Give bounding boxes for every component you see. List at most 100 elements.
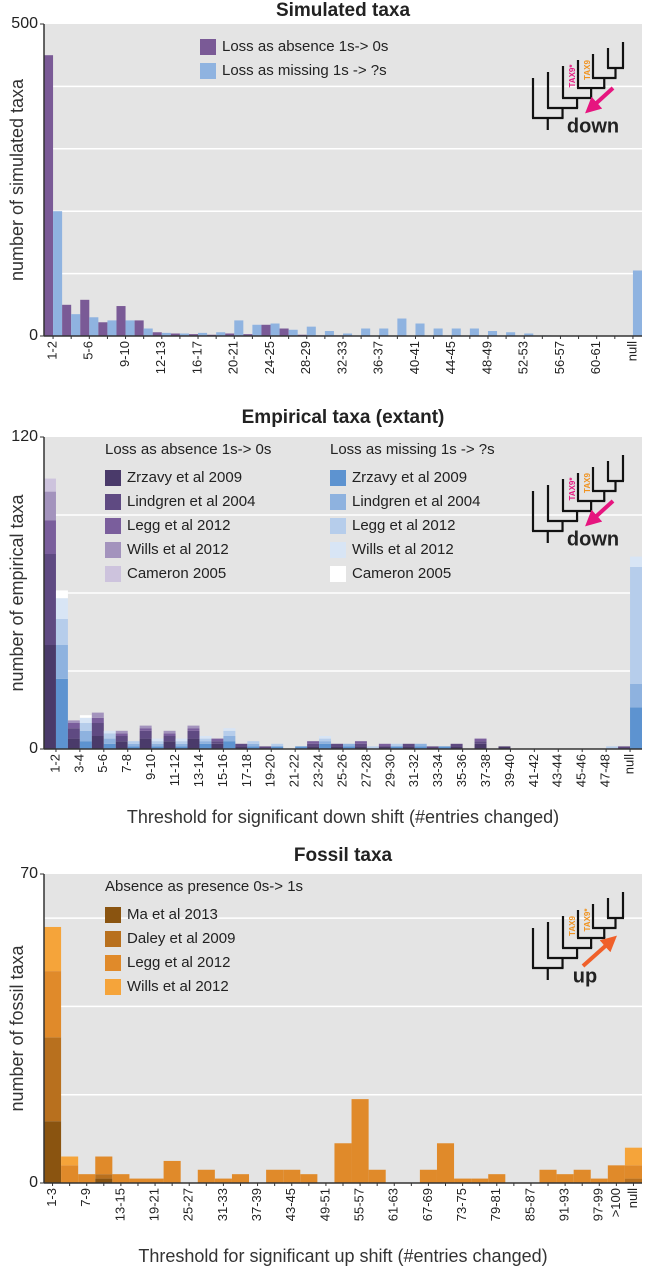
bar-segment (450, 746, 463, 749)
bar-segment (331, 746, 343, 749)
legend-swatch (105, 931, 121, 947)
bar-segment (211, 741, 224, 744)
bar-segment (163, 733, 176, 736)
bar-segment (307, 741, 320, 744)
x-tick-label: 41-42 (526, 754, 541, 787)
legend-label: Legg et al 2012 (127, 954, 230, 971)
x-tick-label: 36-37 (371, 341, 386, 374)
y-axis-label: number of empirical taxa (7, 493, 27, 691)
bar (234, 320, 244, 336)
bar (343, 333, 353, 336)
bar-segment (630, 556, 642, 567)
bar-segment (91, 736, 104, 749)
bar (161, 332, 171, 336)
legend-swatch (330, 494, 346, 510)
legend-swatch (105, 470, 121, 486)
bar-segment (235, 743, 248, 747)
bar-segment (187, 730, 200, 739)
bar-segment (163, 1160, 181, 1183)
bar-segment (624, 1147, 642, 1166)
bar-segment (539, 1169, 557, 1183)
x-tick-label: 49-51 (317, 1188, 332, 1221)
plot-background (44, 24, 642, 336)
bar (469, 328, 479, 336)
bar-segment (235, 746, 248, 749)
x-axis-label: Threshold for significant up shift (#ent… (138, 1246, 547, 1266)
bar-segment (91, 712, 104, 718)
bar-segment (79, 741, 92, 749)
bar-segment (231, 1174, 250, 1183)
bar (125, 320, 135, 336)
x-tick-label: 91-93 (557, 1188, 572, 1221)
bar-segment (55, 645, 68, 679)
taxon-label: TAX9 (583, 60, 592, 80)
bar (324, 331, 334, 336)
bar-segment (319, 741, 332, 744)
bar-segment (366, 746, 379, 749)
bar-segment (378, 743, 391, 747)
inset-tree: TAX9 TAX9* up (531, 892, 625, 987)
x-tick-label: 17-18 (239, 754, 254, 787)
x-tick-label: 35-36 (454, 754, 469, 787)
bar-segment (354, 741, 367, 744)
bar-segment (624, 1178, 642, 1183)
bar-segment (139, 725, 152, 729)
bar-segment (319, 738, 332, 742)
x-tick-label: 56-57 (552, 341, 567, 374)
bar-segment (271, 743, 284, 747)
x-tick-label: 48-49 (479, 341, 494, 374)
bar-segment (211, 743, 224, 749)
bar-segment (127, 741, 140, 744)
bar (252, 324, 262, 336)
bar-segment (223, 736, 236, 742)
bar-segment (175, 746, 188, 749)
taxon-label: TAX9 (583, 473, 592, 493)
bar-segment (44, 1037, 62, 1122)
bar (270, 323, 280, 336)
legend-title: Loss as absence 1s-> 0s (105, 441, 271, 458)
bar-segment (266, 1169, 284, 1183)
x-tick-label: 79-81 (488, 1188, 503, 1221)
bar-segment (271, 746, 284, 749)
bar-segment (247, 743, 260, 747)
bar-segment (79, 717, 92, 723)
x-tick-label: 47-48 (598, 754, 613, 787)
bar-segment (247, 746, 260, 749)
x-tick-label: 11-12 (167, 754, 182, 786)
bar-segment (223, 730, 236, 736)
bar (306, 326, 316, 336)
bar-segment (199, 743, 212, 749)
bar (53, 211, 63, 336)
bar (179, 333, 189, 336)
x-tick-label: 39-40 (502, 754, 517, 787)
legend-swatch (105, 494, 121, 510)
bar-segment (67, 720, 80, 723)
legend-swatch (200, 63, 216, 79)
bar-segment (343, 743, 355, 747)
inset-tree: TAX9* TAX9 down (531, 455, 625, 550)
bar-segment (95, 1174, 113, 1179)
bar-segment (556, 1174, 574, 1183)
x-tick-label: 19-20 (263, 754, 278, 787)
bar-segment (175, 741, 188, 744)
bar-segment (438, 746, 451, 749)
taxon-label: TAX9 (568, 916, 577, 936)
legend-swatch (105, 955, 121, 971)
bar-segment (259, 746, 272, 749)
x-tick-label: 29-30 (382, 754, 397, 787)
chart-title: Fossil taxa (294, 845, 393, 866)
legend-label: Lindgren et al 2004 (352, 493, 480, 510)
x-tick-label: 33-34 (430, 754, 445, 787)
bar-segment (331, 743, 343, 747)
taxon-label: TAX9* (568, 64, 577, 88)
legend-label: Loss as absence 1s-> 0s (222, 38, 388, 55)
legend-label: Cameron 2005 (352, 565, 451, 582)
x-tick-label: 24-25 (262, 341, 277, 374)
bar (152, 332, 162, 336)
x-tick-label: null (624, 341, 639, 361)
legend-swatch (330, 566, 346, 582)
legend-swatch (105, 979, 121, 995)
y-tick-label: 120 (11, 428, 38, 445)
x-tick-label: 28-29 (298, 341, 313, 374)
